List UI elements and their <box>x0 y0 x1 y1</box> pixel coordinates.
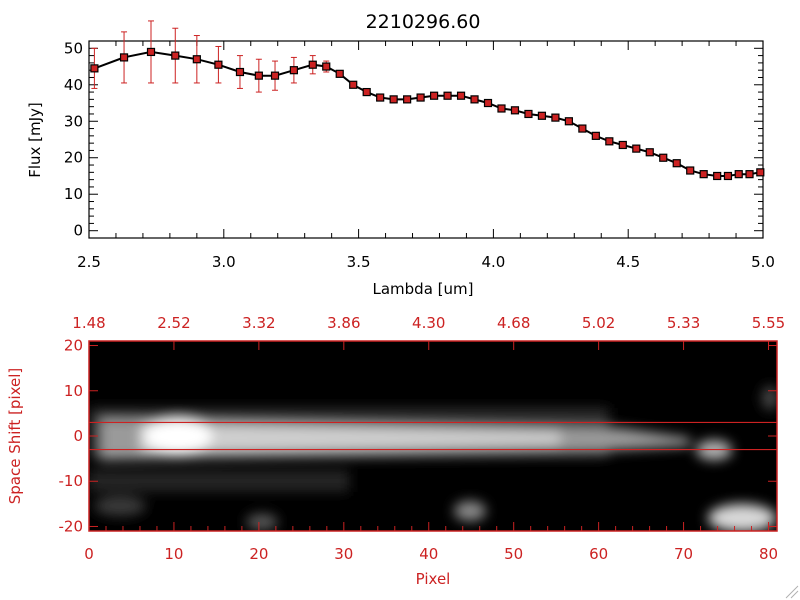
data-point <box>470 95 479 104</box>
data-point <box>745 170 754 179</box>
data-point <box>289 66 298 75</box>
wavelength-top-tick-label: 5.02 <box>582 314 615 332</box>
data-point <box>254 71 263 80</box>
data-point <box>443 91 452 100</box>
data-point <box>686 166 695 175</box>
data-point <box>497 104 506 113</box>
pixel-tick-label: 40 <box>419 545 438 563</box>
x-tick-label: 4.5 <box>616 253 640 271</box>
data-point <box>456 91 466 100</box>
data-point <box>335 69 344 78</box>
data-point <box>362 87 371 97</box>
data-point <box>645 148 654 157</box>
y-tick-label: 0 <box>73 222 83 240</box>
data-point <box>756 168 765 177</box>
data-point <box>591 131 600 140</box>
data-point <box>322 62 331 71</box>
y-axis-label-flux: Flux [mJy] <box>26 102 44 178</box>
x-tick-label: 2.5 <box>77 253 101 271</box>
y-tick-label: 50 <box>64 39 83 57</box>
data-point <box>171 51 180 60</box>
data-point <box>564 117 573 126</box>
spectral-image-plot: 0 10 20 30 40 50 60 70 80 -20 -10 0 10 20 1.48 2.52 3.… <box>59 314 786 563</box>
data-point <box>672 159 681 168</box>
shift-tick-label: 20 <box>64 337 83 355</box>
pixel-tick-label: 80 <box>759 545 778 563</box>
data-point <box>416 93 425 102</box>
data-point <box>483 98 493 108</box>
x-tick-label: 3.0 <box>212 253 236 271</box>
spectrum-plot: 2.5 3.0 3.5 4.0 4.5 5.0 0 10 20 30 40 50 <box>64 20 775 271</box>
data-point <box>349 80 358 89</box>
data-point <box>235 67 245 77</box>
data-point <box>537 111 547 120</box>
data-point <box>734 170 743 179</box>
wavelength-top-tick-label: 4.68 <box>497 314 530 332</box>
pixel-tick-label: 60 <box>589 545 608 563</box>
x-axis-label-pixel: Pixel <box>416 570 451 588</box>
wavelength-top-tick-label: 5.55 <box>752 314 785 332</box>
data-point <box>723 171 733 181</box>
wavelength-top-tick-label: 4.30 <box>412 314 445 332</box>
data-point <box>659 153 668 162</box>
y-axis-label-space-shift: Space Shift [pixel] <box>6 368 24 505</box>
wavelength-top-tick-label: 3.32 <box>242 314 275 332</box>
x-axis-label-lambda: Lambda [um] <box>373 280 474 298</box>
pixel-tick-label: 20 <box>249 545 268 563</box>
pixel-tick-label: 10 <box>164 545 183 563</box>
x-tick-label: 5.0 <box>751 253 775 271</box>
data-point <box>403 95 412 104</box>
shift-tick-label: 10 <box>64 382 83 400</box>
wavelength-top-tick-label: 3.86 <box>327 314 360 332</box>
wavelength-top-tick-label: 1.48 <box>72 314 105 332</box>
shift-tick-label: -20 <box>59 517 84 535</box>
resize-grip-icon[interactable] <box>785 585 799 599</box>
spectral-image <box>89 341 777 531</box>
x-tick-label: 3.5 <box>347 253 371 271</box>
data-point <box>713 171 722 181</box>
pixel-tick-label: 0 <box>84 545 94 563</box>
data-point <box>551 113 560 122</box>
shift-tick-label: -10 <box>59 472 84 490</box>
data-point <box>618 140 627 150</box>
pixel-tick-label: 30 <box>334 545 353 563</box>
data-point <box>119 53 129 62</box>
data-point <box>429 91 439 100</box>
data-point <box>524 109 533 119</box>
data-point <box>632 144 641 153</box>
pixel-tick-label: 70 <box>674 545 693 563</box>
data-point <box>308 60 317 69</box>
wavelength-top-tick-label: 5.33 <box>667 314 700 332</box>
y-tick-label: 10 <box>64 185 83 203</box>
data-point <box>270 71 280 80</box>
wavelength-top-tick-label: 2.52 <box>157 314 190 332</box>
data-point <box>214 60 223 69</box>
data-point <box>90 64 99 73</box>
data-point <box>146 47 156 57</box>
x-tick-label: 4.0 <box>481 253 505 271</box>
data-point <box>605 137 614 146</box>
data-point <box>699 170 708 179</box>
data-point <box>376 93 385 102</box>
y-tick-label: 30 <box>64 112 83 130</box>
data-point <box>389 95 398 104</box>
y-tick-label: 40 <box>64 76 83 94</box>
data-point <box>510 106 520 115</box>
data-point <box>578 124 587 133</box>
spectrum-plot-frame <box>88 40 764 239</box>
shift-tick-label: 0 <box>73 427 83 445</box>
pixel-tick-label: 50 <box>504 545 523 563</box>
chart-title: 2210296.60 <box>366 11 481 33</box>
y-tick-label: 20 <box>64 149 83 167</box>
data-point <box>192 55 201 64</box>
